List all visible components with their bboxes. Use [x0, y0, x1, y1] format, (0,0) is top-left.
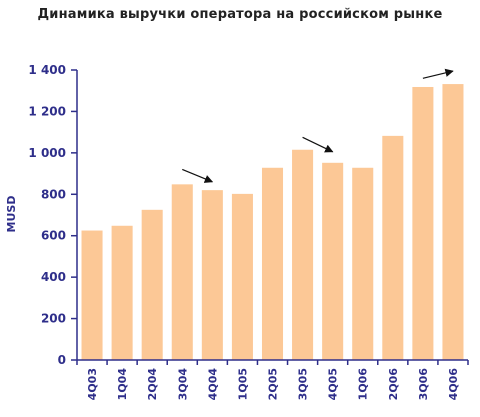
bar-3Q05: [292, 149, 314, 360]
y-tick-label: 800: [41, 187, 66, 201]
y-axis-label: MUSD: [5, 196, 18, 233]
bar-2Q05: [261, 167, 284, 360]
x-tick-label: 1Q04: [116, 368, 129, 401]
y-tick-label: 0: [58, 353, 66, 367]
bar-1Q05: [231, 193, 253, 360]
y-tick-label: 1 400: [28, 63, 66, 77]
x-tick-label: 4Q03: [86, 368, 99, 400]
x-tick-label: 2Q06: [387, 368, 400, 401]
y-axis: 0 200 400 600 800 1 000 1 200 1 400: [28, 63, 78, 367]
x-tick-label: 2Q05: [267, 368, 280, 400]
x-tick-label: 3Q05: [297, 368, 310, 400]
trend-arrow: [302, 136, 334, 153]
bar-4Q03: [81, 230, 103, 360]
x-tick-label: 3Q04: [176, 368, 189, 401]
annotations: [182, 68, 454, 183]
bar-1Q06: [352, 167, 374, 360]
y-tick-label: 400: [41, 270, 66, 284]
bar-4Q05: [322, 162, 344, 360]
x-tick-label: 1Q06: [357, 368, 370, 401]
bar-3Q04: [171, 184, 193, 360]
trend-arrow: [422, 68, 454, 79]
bar-4Q06: [442, 84, 464, 360]
x-tick-label: 3Q06: [417, 368, 430, 401]
bar-2Q06: [382, 135, 404, 360]
bars: [81, 84, 464, 360]
x-tick-label: 4Q05: [327, 368, 340, 400]
bar-1Q04: [111, 225, 133, 360]
y-tick-label: 1 200: [28, 104, 66, 118]
x-tick-label: 4Q04: [206, 368, 219, 401]
trend-arrow: [182, 168, 214, 183]
y-tick-label: 1 000: [28, 146, 66, 160]
bar-3Q06: [412, 86, 434, 360]
x-axis: 4Q03 1Q04 2Q04 3Q04 4Q04 1Q05 2Q05 3Q05 4Q05 1Q06…: [76, 359, 469, 401]
bar-4Q04: [201, 190, 223, 360]
x-tick-label: 4Q06: [447, 368, 460, 401]
chart-title: Динамика выручки оператора на российском…: [37, 7, 443, 22]
y-tick-label: 600: [41, 229, 66, 243]
bar-2Q04: [141, 209, 163, 360]
y-tick-label: 200: [41, 312, 66, 326]
x-tick-label: 2Q04: [146, 368, 159, 401]
x-tick-label: 1Q05: [236, 368, 249, 400]
